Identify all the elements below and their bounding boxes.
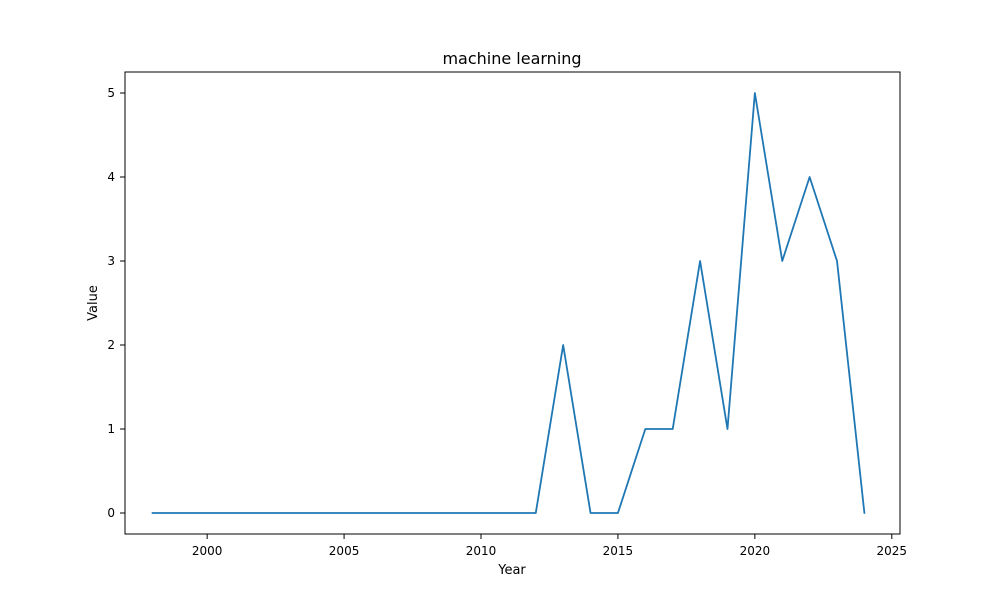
x-tick-label: 2025 bbox=[877, 544, 908, 558]
series-layer bbox=[151, 92, 866, 514]
y-axis-label: Value bbox=[86, 285, 101, 321]
y-tick-label: 2 bbox=[107, 338, 115, 352]
y-tick-label: 4 bbox=[107, 170, 115, 184]
x-axis-ticks: 2000 2005 2010 2015 2020 2025 bbox=[192, 534, 907, 558]
x-tick-label: 2005 bbox=[329, 544, 360, 558]
x-tick-label: 2000 bbox=[192, 544, 223, 558]
chart-title: machine learning bbox=[442, 49, 581, 68]
y-tick-label: 0 bbox=[107, 506, 115, 520]
plot-area-frame bbox=[124, 71, 901, 535]
y-tick-label: 5 bbox=[107, 86, 115, 100]
x-tick-label: 2010 bbox=[466, 544, 497, 558]
x-axis-label: Year bbox=[497, 563, 526, 578]
x-tick-label: 2020 bbox=[740, 544, 771, 558]
y-tick-label: 1 bbox=[107, 422, 115, 436]
y-tick-label: 3 bbox=[107, 254, 115, 268]
series-line bbox=[151, 92, 866, 514]
x-tick-label: 2015 bbox=[603, 544, 634, 558]
y-axis-ticks: 0 1 2 3 4 5 bbox=[107, 86, 125, 520]
